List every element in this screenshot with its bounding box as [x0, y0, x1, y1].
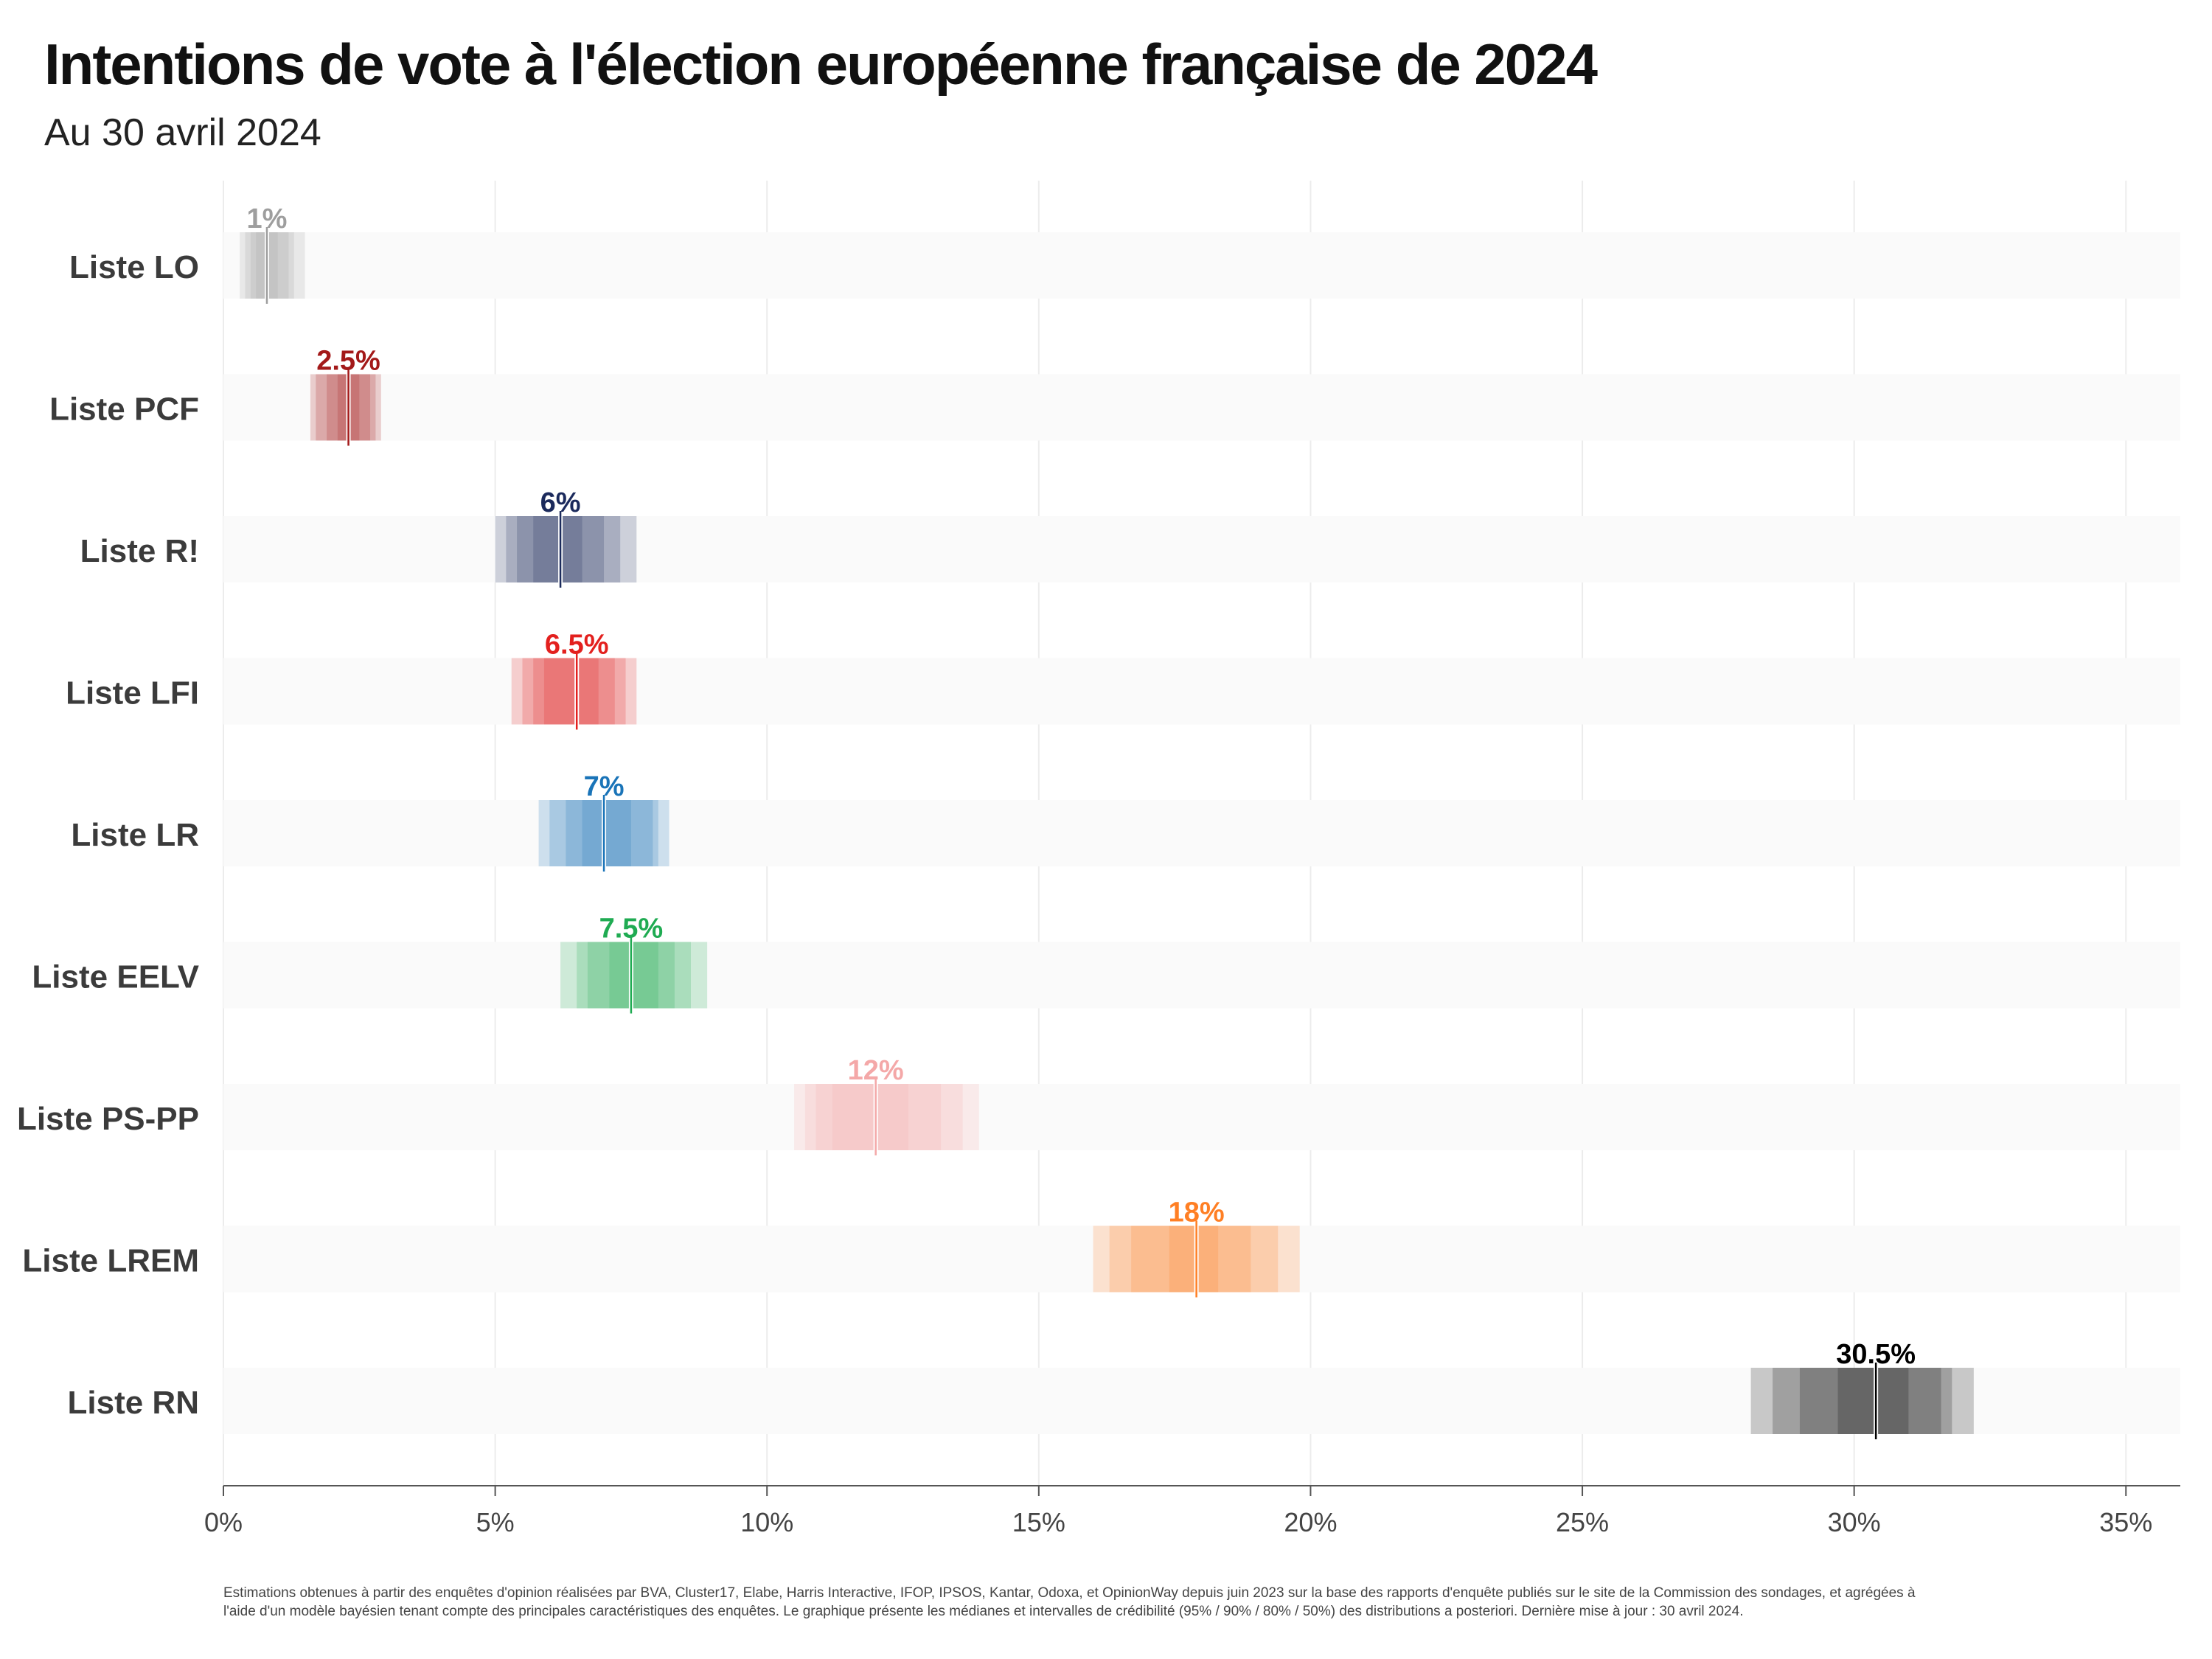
value-label-liste-lo: 1% — [247, 204, 288, 234]
interval-90-liste-eelv — [577, 942, 692, 1009]
row-band-liste-lrem — [223, 1225, 2180, 1293]
interval-95-liste-pcf — [310, 374, 381, 441]
row-label-liste-lfi: Liste LFI — [66, 675, 199, 712]
interval-95-liste-lo — [240, 232, 305, 299]
x-tick-label-2: 10% — [740, 1507, 793, 1537]
x-tick-label-7: 35% — [2099, 1507, 2152, 1537]
chart-subtitle: Au 30 avril 2024 — [44, 111, 321, 154]
value-label-liste-rn: 30.5% — [1836, 1339, 1916, 1370]
row-band-liste-lfi — [223, 658, 2180, 725]
interval-95-liste-lfi — [511, 658, 637, 725]
interval-50-liste-lrem — [1169, 1225, 1219, 1293]
row-band-liste-pcf — [223, 374, 2180, 441]
interval-95-liste-eelv — [560, 942, 708, 1009]
interval-80-liste-lfi — [533, 658, 615, 725]
value-label-liste-pcf: 2.5% — [316, 346, 380, 377]
interval-95-liste-ps-pp — [794, 1084, 979, 1150]
row-label-liste-lo: Liste LO — [69, 249, 199, 285]
x-tick-label-3: 15% — [1012, 1507, 1065, 1537]
footnote-line-1: Estimations obtenues à partir des enquêt… — [223, 1585, 1916, 1601]
row-label-liste-rn: Liste RN — [68, 1385, 199, 1421]
footnote-line-2: l'aide d'un modèle bayésien tenant compt… — [223, 1604, 1744, 1619]
interval-95-liste-rn — [1750, 1368, 1974, 1434]
interval-50-liste-lfi — [543, 658, 599, 725]
chart-title: Intentions de vote à l'élection européen… — [44, 32, 1598, 97]
value-label-liste-lfi: 6.5% — [545, 630, 609, 661]
interval-90-liste-lrem — [1109, 1225, 1279, 1293]
interval-80-liste-lrem — [1131, 1225, 1251, 1293]
row-band-liste-rn — [223, 1368, 2180, 1434]
x-tick-label-5: 25% — [1556, 1507, 1609, 1537]
value-label-liste-r-: 6% — [540, 487, 581, 518]
interval-90-liste-lo — [245, 232, 294, 299]
interval-50-liste-lr — [582, 800, 631, 866]
x-tick-label-4: 20% — [1284, 1507, 1337, 1537]
row-band-liste-r- — [223, 516, 2180, 582]
interval-80-liste-ps-pp — [815, 1084, 942, 1150]
row-band-liste-lr — [223, 800, 2180, 866]
interval-90-liste-r- — [506, 516, 621, 582]
interval-95-liste-r- — [495, 516, 637, 582]
interval-80-liste-lr — [566, 800, 653, 866]
interval-90-liste-pcf — [316, 374, 376, 441]
interval-90-liste-lfi — [522, 658, 626, 725]
row-label-liste-ps-pp: Liste PS-PP — [17, 1101, 199, 1137]
row-label-liste-lr: Liste LR — [71, 817, 199, 853]
interval-50-liste-r- — [533, 516, 582, 582]
row-label-liste-pcf: Liste PCF — [49, 392, 199, 428]
value-label-liste-lr: 7% — [584, 771, 625, 802]
footnote: Estimations obtenues à partir des enquêt… — [223, 1584, 1964, 1621]
row-label-liste-eelv: Liste EELV — [32, 959, 199, 995]
x-tick-label-6: 30% — [1828, 1507, 1881, 1537]
row-band-liste-ps-pp — [223, 1084, 2180, 1150]
row-label-liste-r-: Liste R! — [80, 533, 199, 569]
interval-90-liste-rn — [1773, 1368, 1952, 1434]
value-label-liste-eelv: 7.5% — [599, 914, 664, 945]
interval-50-liste-eelv — [609, 942, 658, 1009]
interval-80-liste-lo — [250, 232, 289, 299]
value-label-liste-ps-pp: 12% — [848, 1055, 904, 1086]
interval-50-liste-rn — [1837, 1368, 1909, 1434]
row-band-liste-eelv — [223, 942, 2180, 1009]
interval-80-liste-rn — [1799, 1368, 1941, 1434]
interval-90-liste-ps-pp — [804, 1084, 963, 1150]
value-label-liste-lrem: 18% — [1169, 1197, 1225, 1228]
interval-50-liste-ps-pp — [832, 1084, 908, 1150]
x-tick-label-1: 5% — [476, 1507, 515, 1537]
x-tick-label-0: 0% — [204, 1507, 243, 1537]
row-label-liste-lrem: Liste LREM — [22, 1243, 199, 1279]
row-band-liste-lo — [223, 232, 2180, 299]
